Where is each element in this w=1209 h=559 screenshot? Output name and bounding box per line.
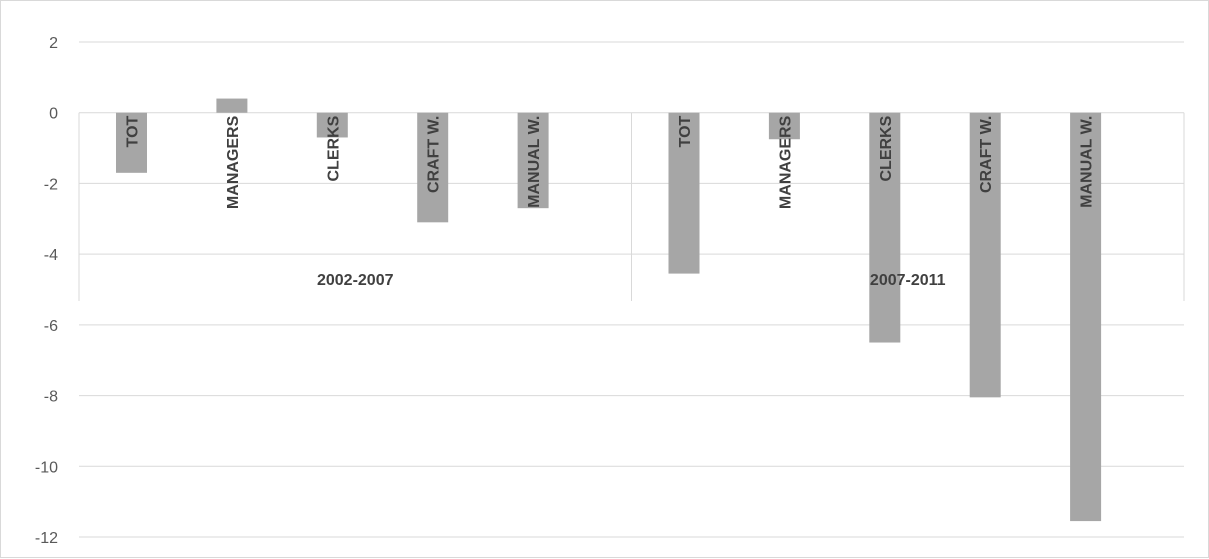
category-label: MANUAL W. xyxy=(526,116,543,208)
bar xyxy=(869,112,901,343)
bar xyxy=(116,112,147,173)
bar xyxy=(768,112,800,140)
category-label: CLERKS xyxy=(325,115,342,181)
category-label: TOT xyxy=(677,115,694,147)
y-tick-label: 2 xyxy=(49,35,58,52)
category-label: CLERKS xyxy=(878,115,895,181)
group-label: 2002-2007 xyxy=(317,272,394,289)
bar xyxy=(517,112,549,209)
y-tick-label: -2 xyxy=(44,176,58,193)
y-tick-label: 0 xyxy=(49,106,58,123)
bar xyxy=(668,112,700,274)
bar xyxy=(417,112,449,223)
y-tick-label: -6 xyxy=(44,318,58,335)
category-label: TOT xyxy=(125,115,142,147)
bar xyxy=(1070,112,1102,522)
y-tick-label: -12 xyxy=(35,530,58,547)
bar xyxy=(316,112,348,138)
category-label: MANAGERS xyxy=(225,115,242,209)
gridlines xyxy=(78,41,1185,538)
y-tick-label: -8 xyxy=(44,389,58,406)
bar xyxy=(216,98,248,113)
category-labels: TOT MANAGERS CLERKS CRAFT W. MANUAL W. TOT MAN… xyxy=(125,115,1096,209)
y-tick-label: -4 xyxy=(44,247,58,264)
bars xyxy=(116,98,1102,522)
category-label: CRAFT W. xyxy=(978,116,995,193)
group-label: 2007-2011 xyxy=(870,272,946,289)
y-axis-tick-labels: 2 0 -2 -4 -6 -8 -10 -12 xyxy=(35,35,58,547)
y-tick-label: -10 xyxy=(35,459,58,476)
category-label: MANUAL W. xyxy=(1079,116,1096,208)
group-labels: 2002-2007 2007-2011 xyxy=(317,272,946,289)
category-label: MANAGERS xyxy=(777,115,794,209)
category-label: CRAFT W. xyxy=(426,116,443,193)
bar xyxy=(969,112,1001,398)
